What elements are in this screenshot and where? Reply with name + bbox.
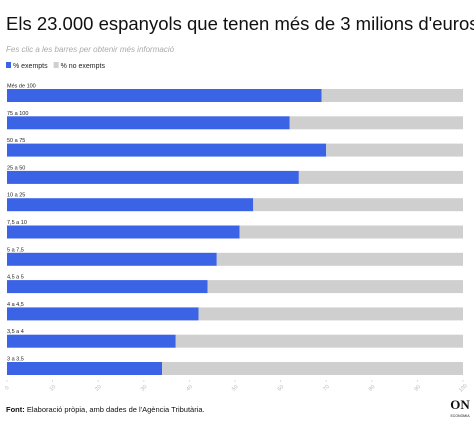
bar-segment [298, 170, 463, 184]
bar-segment [7, 170, 299, 184]
source-text: Elaboració pròpia, amb dades de l'Agènci… [27, 405, 205, 414]
x-tick-label: 30 [140, 384, 149, 393]
source-label: Font: [6, 405, 25, 414]
bar-segment [7, 225, 240, 239]
bar-segment [7, 89, 322, 102]
bar-segment [162, 362, 464, 375]
x-tick-label: 40 [185, 384, 194, 393]
category-label: 75 a 100 [7, 111, 28, 117]
category-label: 25 a 50 [7, 165, 25, 171]
x-tick-label: 0 [4, 385, 10, 391]
chart-subtitle: Fes clic a les barres per obtenir més in… [6, 45, 175, 54]
bar-segment [7, 280, 208, 294]
category-label: 10 a 25 [7, 193, 25, 199]
legend-swatch [6, 62, 11, 68]
bar-segment [7, 307, 199, 321]
bar-segment [207, 280, 463, 294]
bar-segment [7, 116, 290, 130]
bar-segment [289, 116, 463, 130]
category-label: 4,5 a 5 [7, 275, 24, 281]
chart-title: Els 23.000 espanyols que tenen més de 3 … [6, 13, 474, 34]
bar-segment [7, 362, 163, 375]
category-label: 50 a 75 [7, 138, 25, 144]
bar-segment [175, 334, 463, 348]
bar-segment [239, 225, 463, 239]
category-label: 3 a 3,5 [7, 356, 24, 362]
category-label: 3,5 a 4 [7, 329, 24, 335]
bar-segment [7, 334, 176, 348]
x-tick-label: 10 [49, 384, 58, 393]
legend-label: % exempts [13, 63, 48, 70]
logo-sub: ECONOMIA [450, 414, 470, 418]
category-label: 4 a 4,5 [7, 302, 24, 308]
source: Font: Elaboració pròpia, amb dades de l'… [6, 405, 205, 414]
x-tick-label: 50 [231, 384, 240, 393]
x-tick-label: 70 [322, 384, 331, 393]
bar-segment [321, 89, 463, 102]
bar-segment [198, 307, 463, 321]
bar-segment [216, 252, 463, 266]
x-tick-label: 80 [368, 384, 377, 393]
bar-segment [7, 252, 217, 266]
category-label: 5 a 7,5 [7, 247, 24, 253]
plot: Més de 100 75 a 100 50 a 75 25 a 50 10 a 25 7… [4, 83, 469, 393]
legend: % exempts % no exempts [6, 62, 105, 70]
legend-label: % no exempts [61, 63, 106, 70]
category-label: 7,5 a 10 [7, 220, 27, 226]
legend-swatch [53, 62, 59, 68]
x-tick-label: 100 [458, 383, 469, 394]
bar-segment [7, 143, 327, 157]
bar-segment [7, 198, 254, 212]
x-tick-label: 90 [413, 384, 422, 393]
category-label: Més de 100 [7, 83, 36, 89]
bar-segment [326, 143, 463, 157]
logo: ON [450, 397, 470, 412]
x-tick-label: 20 [94, 384, 103, 393]
x-tick-label: 60 [277, 384, 286, 393]
bar-segment [253, 198, 463, 212]
